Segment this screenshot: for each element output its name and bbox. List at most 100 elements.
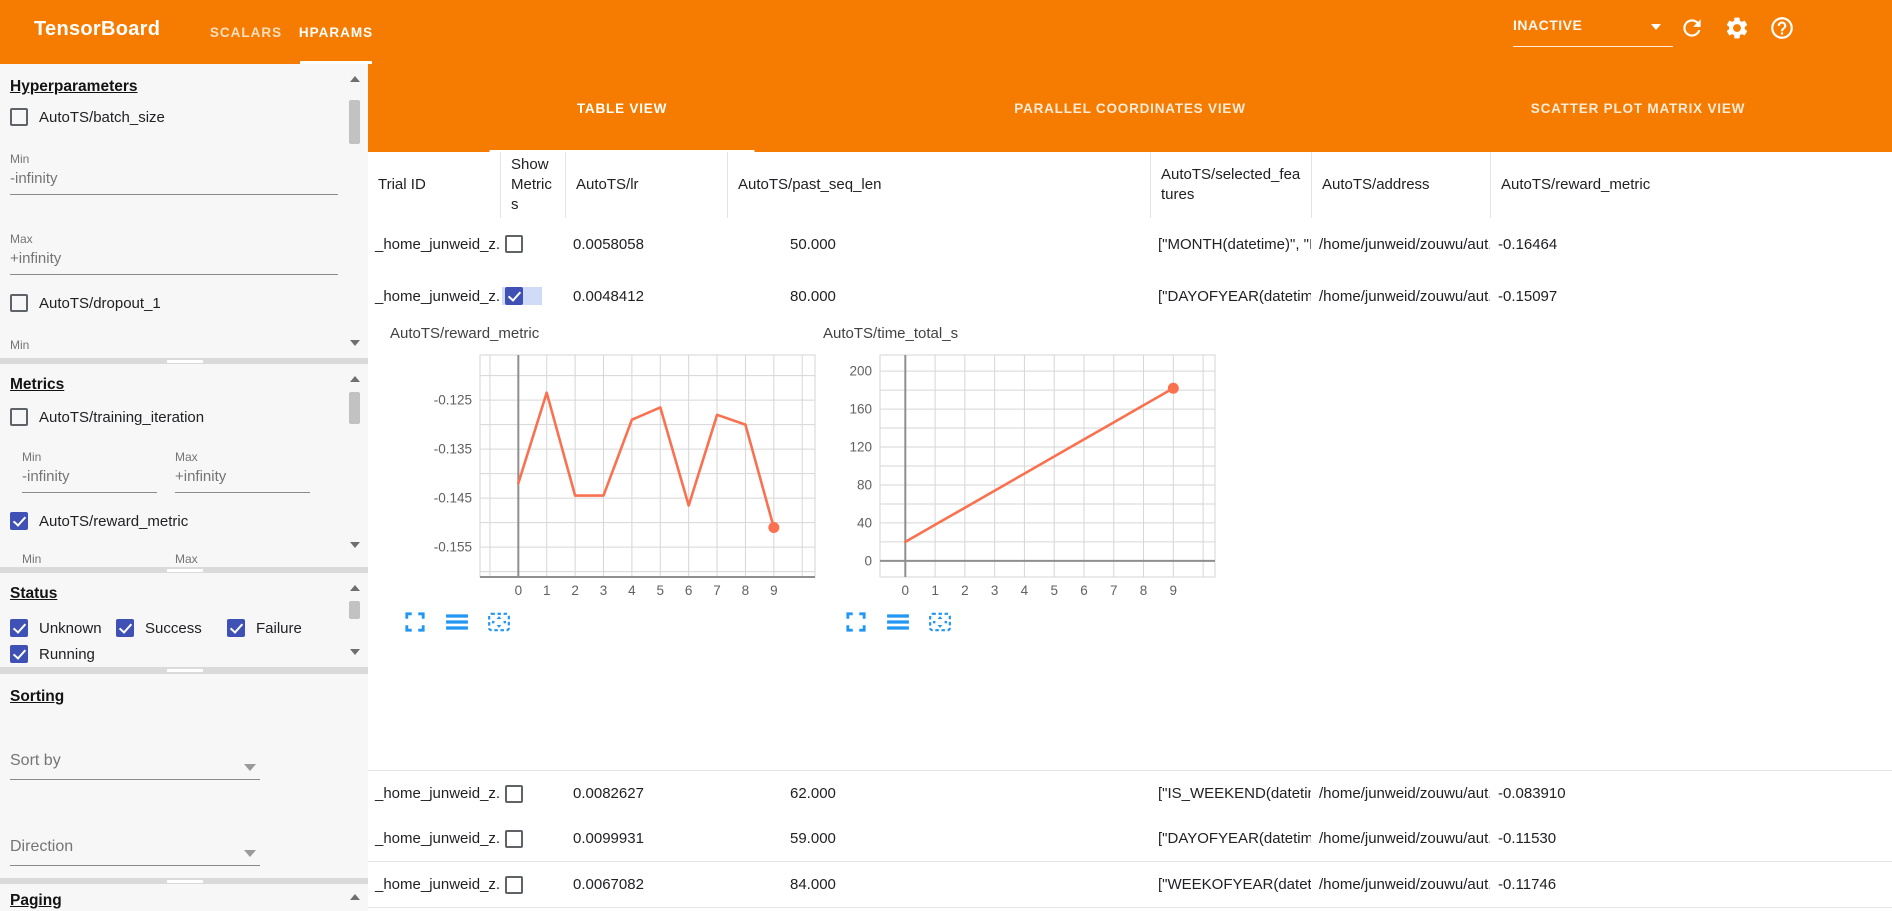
scrollbar-up-icon[interactable] bbox=[350, 894, 360, 900]
table-list-icon[interactable] bbox=[445, 610, 469, 634]
selected-features-cell: ["DAYOFYEAR(datetime... bbox=[1158, 287, 1311, 305]
hparam-batch-size-row[interactable]: AutoTS/batch_size bbox=[10, 108, 165, 126]
svg-text:7: 7 bbox=[713, 583, 721, 598]
fit-to-view-icon[interactable] bbox=[928, 610, 952, 634]
metric-label: AutoTS/training_iteration bbox=[39, 408, 205, 426]
checkbox[interactable] bbox=[505, 829, 523, 848]
table-list-icon[interactable] bbox=[886, 610, 910, 634]
address-cell: /home/junweid/zouwu/aut... bbox=[1319, 876, 1490, 893]
column-header-past-seq-len[interactable]: AutoTS/past_seq_len bbox=[727, 152, 1150, 218]
trial-id-cell: _home_junweid_z... bbox=[375, 785, 500, 802]
min-input[interactable]: -infinity bbox=[10, 170, 338, 195]
chevron-down-icon bbox=[1651, 24, 1661, 30]
svg-text:2: 2 bbox=[571, 583, 579, 598]
column-header-address[interactable]: AutoTS/address bbox=[1311, 152, 1490, 218]
hparam-dropout-row[interactable]: AutoTS/dropout_1 bbox=[10, 294, 161, 312]
section-resize-handle[interactable] bbox=[0, 667, 368, 674]
max-label: Max bbox=[175, 552, 198, 566]
checkbox[interactable] bbox=[10, 512, 28, 530]
status-success[interactable]: Success bbox=[116, 619, 202, 637]
hparam-label: AutoTS/dropout_1 bbox=[39, 294, 161, 312]
checkbox[interactable] bbox=[10, 408, 28, 426]
trial-id-cell: _home_junweid_z... bbox=[375, 235, 500, 253]
scrollbar-down-icon[interactable] bbox=[350, 340, 360, 346]
tab-scatter-plot-matrix-view[interactable]: SCATTER PLOT MATRIX VIEW bbox=[1384, 64, 1892, 152]
direction-select[interactable]: Direction bbox=[10, 838, 260, 866]
svg-text:-0.145: -0.145 bbox=[434, 491, 472, 506]
chart-toolbar bbox=[403, 610, 511, 634]
table-row: _home_junweid_z... 0.0099931 59.000 ["DA… bbox=[368, 816, 1892, 862]
scrollbar-up-icon[interactable] bbox=[350, 376, 360, 382]
svg-text:0: 0 bbox=[864, 553, 872, 568]
scrollbar[interactable] bbox=[349, 392, 360, 424]
svg-text:-0.155: -0.155 bbox=[434, 540, 472, 555]
help-icon[interactable] bbox=[1769, 15, 1795, 41]
checkbox[interactable] bbox=[10, 645, 28, 663]
metric-training-iteration-row[interactable]: AutoTS/training_iteration bbox=[10, 408, 204, 426]
tab-scatter-plot-matrix-label: SCATTER PLOT MATRIX VIEW bbox=[1530, 100, 1746, 116]
fullscreen-icon[interactable] bbox=[403, 610, 427, 634]
status-label: Failure bbox=[256, 619, 302, 637]
checkbox[interactable] bbox=[505, 875, 523, 894]
tab-scalars[interactable]: SCALARS bbox=[206, 0, 286, 64]
scrollbar-up-icon[interactable] bbox=[350, 585, 360, 591]
svg-text:5: 5 bbox=[1050, 583, 1058, 598]
checkbox[interactable] bbox=[505, 287, 523, 305]
status-failure[interactable]: Failure bbox=[227, 619, 302, 637]
run-status-dropdown[interactable]: INACTIVE bbox=[1513, 17, 1673, 47]
checkbox[interactable] bbox=[505, 784, 523, 803]
metric-reward-metric-row[interactable]: AutoTS/reward_metric bbox=[10, 512, 188, 530]
min-label: Min bbox=[22, 450, 42, 464]
scrollbar[interactable] bbox=[349, 100, 360, 144]
past-seq-len-cell: 50.000 bbox=[790, 235, 836, 253]
show-metrics-cell bbox=[500, 875, 565, 894]
checkbox[interactable] bbox=[10, 294, 28, 312]
tab-parallel-coordinates-view[interactable]: PARALLEL COORDINATES VIEW bbox=[876, 64, 1384, 152]
scrollbar-down-icon[interactable] bbox=[350, 649, 360, 655]
sidebar: Hyperparameters AutoTS/batch_size Min -i… bbox=[0, 64, 368, 911]
column-header-selected-features[interactable]: AutoTS/selected_features bbox=[1150, 152, 1311, 218]
svg-text:8: 8 bbox=[742, 583, 750, 598]
section-resize-handle[interactable] bbox=[0, 878, 368, 885]
run-status-value: INACTIVE bbox=[1513, 17, 1583, 33]
svg-text:2: 2 bbox=[961, 583, 969, 598]
column-header-show-metrics[interactable]: Show Metrics bbox=[500, 152, 565, 218]
column-header-reward-metric[interactable]: AutoTS/reward_metric bbox=[1490, 152, 1660, 218]
tab-hparams-label: HPARAMS bbox=[298, 24, 374, 40]
max-input[interactable]: +infinity bbox=[175, 468, 310, 493]
show-metrics-cell bbox=[500, 829, 565, 848]
min-input[interactable]: -infinity bbox=[22, 468, 157, 493]
status-running[interactable]: Running bbox=[10, 645, 95, 663]
column-header-lr[interactable]: AutoTS/lr bbox=[565, 152, 727, 218]
table-row: _home_junweid_z... 0.0067082 84.000 ["WE… bbox=[368, 862, 1892, 908]
column-header-trial-id[interactable]: Trial ID bbox=[378, 175, 426, 193]
trial-id-cell: _home_junweid_z... bbox=[375, 287, 500, 305]
scrollbar-down-icon[interactable] bbox=[350, 542, 360, 548]
checkbox[interactable] bbox=[10, 108, 28, 126]
checkbox[interactable] bbox=[227, 619, 245, 637]
gear-icon[interactable] bbox=[1724, 15, 1750, 41]
tab-table-view[interactable]: TABLE VIEW bbox=[368, 64, 876, 152]
status-label: Running bbox=[39, 645, 95, 663]
checkbox[interactable] bbox=[505, 235, 523, 253]
status-unknown[interactable]: Unknown bbox=[10, 619, 102, 637]
lr-cell: 0.0048412 bbox=[573, 287, 644, 305]
svg-text:80: 80 bbox=[857, 477, 872, 492]
tab-hparams[interactable]: HPARAMS bbox=[298, 0, 374, 64]
fit-to-view-icon[interactable] bbox=[487, 610, 511, 634]
checkbox[interactable] bbox=[10, 619, 28, 637]
svg-text:160: 160 bbox=[849, 402, 872, 417]
sort-by-select[interactable]: Sort by bbox=[10, 752, 260, 780]
scrollbar[interactable] bbox=[349, 601, 360, 619]
checkbox[interactable] bbox=[116, 619, 134, 637]
selected-features-cell: ["WEEKOFYEAR(dateti... bbox=[1158, 876, 1311, 893]
section-resize-handle[interactable] bbox=[0, 358, 368, 365]
reward-metric-cell: -0.083910 bbox=[1498, 785, 1566, 802]
max-input[interactable]: +infinity bbox=[10, 250, 338, 275]
scrollbar-up-icon[interactable] bbox=[350, 76, 360, 82]
fullscreen-icon[interactable] bbox=[844, 610, 868, 634]
refresh-icon[interactable] bbox=[1679, 15, 1705, 41]
table-header: Trial ID Show Metrics AutoTS/lr AutoTS/p… bbox=[368, 152, 1892, 219]
section-resize-handle[interactable] bbox=[0, 567, 368, 574]
sorting-heading: Sorting bbox=[10, 688, 65, 705]
